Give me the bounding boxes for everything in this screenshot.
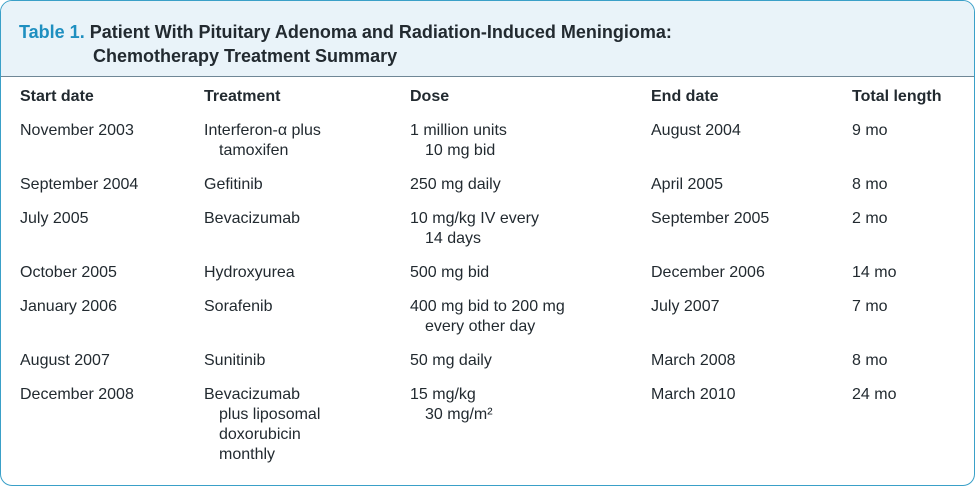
- cell-treatment-line: Hydroxyurea: [204, 264, 295, 281]
- cell-treatment-line: doxorubicin: [219, 426, 301, 443]
- table-subtitle: Chemotherapy Treatment Summary: [93, 46, 398, 66]
- cell-end-date: April 2005: [651, 176, 724, 193]
- table-header: Table 1. Patient With Pituitary Adenoma …: [1, 1, 974, 77]
- cell-treatment: Bevacizumab plus liposomal doxorubicin mont…: [204, 385, 410, 479]
- cell-total-length: 24 mo: [852, 386, 897, 403]
- treatment-table: Start date Treatment Dose End date Total…: [1, 87, 972, 479]
- cell-dose-line: 1 million units: [410, 122, 507, 139]
- cell-dose-line: 30 mg/m²: [425, 406, 493, 423]
- cell-dose-line: 50 mg daily: [410, 352, 492, 369]
- cell-end-date: September 2005: [651, 210, 770, 227]
- col-header-treatment: Treatment: [204, 88, 281, 105]
- cell-dose-line: 10 mg bid: [425, 142, 496, 159]
- cell-dose: 15 mg/kg 30 mg/m²: [410, 385, 651, 479]
- table-title-line-1: Table 1. Patient With Pituitary Adenoma …: [19, 20, 974, 44]
- cell-total-length: 14 mo: [852, 264, 897, 281]
- cell-treatment: Gefitinib: [204, 175, 410, 209]
- cell-treatment-line: Interferon-α plus: [204, 122, 321, 139]
- cell-treatment: Hydroxyurea: [204, 263, 410, 297]
- cell-total-length: 2 mo: [852, 210, 888, 227]
- cell-dose-line: 14 days: [425, 230, 482, 247]
- table-body: November 2003 Interferon-α plus tamoxifen 1…: [1, 121, 972, 479]
- cell-dose-line: every other day: [425, 318, 536, 335]
- cell-dose: 10 mg/kg IV every 14 days: [410, 209, 651, 263]
- cell-dose-line: 15 mg/kg: [410, 386, 476, 403]
- col-header-dose: Dose: [410, 88, 450, 105]
- cell-treatment-line: Sunitinib: [204, 352, 266, 369]
- cell-treatment: Interferon-α plus tamoxifen: [204, 121, 410, 175]
- table-row: October 2005 Hydroxyurea 500 mg bid Decembe…: [1, 263, 972, 297]
- col-header-total-length: Total length: [852, 88, 942, 105]
- cell-treatment-line: tamoxifen: [219, 142, 289, 159]
- cell-dose: 50 mg daily: [410, 351, 651, 385]
- cell-dose: 400 mg bid to 200 mg every other day: [410, 297, 651, 351]
- cell-start-date: September 2004: [20, 176, 139, 193]
- table-title: Patient With Pituitary Adenoma and Radia…: [89, 22, 672, 42]
- table-label: Table 1.: [19, 22, 85, 42]
- cell-dose: 1 million units 10 mg bid: [410, 121, 651, 175]
- table-row: November 2003 Interferon-α plus tamoxifen 1…: [1, 121, 972, 175]
- table-row: July 2005 Bevacizumab 10 mg/kg IV every 14 …: [1, 209, 972, 263]
- cell-total-length: 8 mo: [852, 352, 888, 369]
- cell-total-length: 7 mo: [852, 298, 888, 315]
- cell-start-date: November 2003: [20, 122, 134, 139]
- cell-dose-line: 500 mg bid: [410, 264, 490, 281]
- cell-total-length: 9 mo: [852, 122, 888, 139]
- table-row: January 2006 Sorafenib 400 mg bid to 200 m…: [1, 297, 972, 351]
- cell-start-date: January 2006: [20, 298, 117, 315]
- table-row: August 2007 Sunitinib 50 mg daily March 200…: [1, 351, 972, 385]
- cell-treatment-line: Bevacizumab: [204, 210, 301, 227]
- cell-treatment-line: monthly: [219, 446, 276, 463]
- cell-treatment-line: plus liposomal: [219, 406, 321, 423]
- cell-end-date: March 2008: [651, 352, 736, 369]
- cell-start-date: October 2005: [20, 264, 117, 281]
- cell-start-date: July 2005: [20, 210, 89, 227]
- table-row: September 2004 Gefitinib 250 mg daily April…: [1, 175, 972, 209]
- cell-end-date: March 2010: [651, 386, 736, 403]
- header-row: Start date Treatment Dose End date Total…: [1, 87, 972, 121]
- cell-start-date: August 2007: [20, 352, 110, 369]
- cell-treatment-line: Gefitinib: [204, 176, 263, 193]
- cell-treatment: Bevacizumab: [204, 209, 410, 263]
- col-header-start-date: Start date: [20, 88, 94, 105]
- cell-dose-line: 250 mg daily: [410, 176, 501, 193]
- col-header-end-date: End date: [651, 88, 719, 105]
- cell-dose-line: 10 mg/kg IV every: [410, 210, 539, 227]
- cell-dose: 250 mg daily: [410, 175, 651, 209]
- cell-end-date: August 2004: [651, 122, 741, 139]
- cell-treatment: Sorafenib: [204, 297, 410, 351]
- cell-dose: 500 mg bid: [410, 263, 651, 297]
- cell-total-length: 8 mo: [852, 176, 888, 193]
- cell-end-date: December 2006: [651, 264, 765, 281]
- cell-end-date: July 2007: [651, 298, 720, 315]
- cell-start-date: December 2008: [20, 386, 134, 403]
- table-row: December 2008 Bevacizumab plus liposomal do…: [1, 385, 972, 479]
- cell-dose-line: 400 mg bid to 200 mg: [410, 298, 565, 315]
- cell-treatment: Sunitinib: [204, 351, 410, 385]
- cell-treatment-line: Bevacizumab: [204, 386, 301, 403]
- cell-treatment-line: Sorafenib: [204, 298, 273, 315]
